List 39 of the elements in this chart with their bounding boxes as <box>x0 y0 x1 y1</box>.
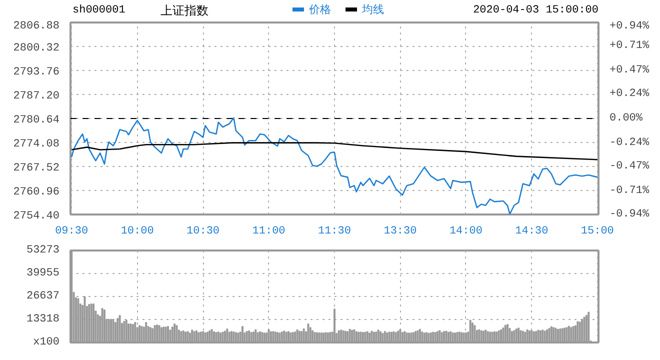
y2-tick-label: +0.47% <box>610 64 650 76</box>
y2-tick-label: -0.47% <box>610 160 650 172</box>
y-tick-label: 13318 <box>26 314 60 326</box>
legend-label: 价格 <box>309 2 331 16</box>
chart-subtitle: sh000001 <box>72 4 126 16</box>
y2-tick-label: 0.00% <box>610 112 643 124</box>
x-tick-label: 14:30 <box>515 226 548 238</box>
y-tick-label: 2754.40 <box>13 210 60 222</box>
x-tick-label: 14:00 <box>449 226 482 238</box>
x-tick-label: 11:00 <box>252 226 286 238</box>
y-tick-label: 39955 <box>26 268 60 280</box>
y-tick-label: 53273 <box>26 244 60 256</box>
y-tick-label: 2780.64 <box>13 114 60 126</box>
y-tick-label: 2760.96 <box>13 186 60 198</box>
x-tick-label: 11:30 <box>318 226 352 238</box>
x-tick-label: 09:30 <box>55 226 88 238</box>
line-series <box>70 142 598 160</box>
line-series <box>70 117 598 214</box>
x-tick-label: 13:30 <box>384 226 417 238</box>
y-tick-label: 2774.08 <box>13 138 60 150</box>
chart-title: 上证指数 <box>160 4 208 18</box>
x-tick-label: 10:30 <box>186 226 220 238</box>
y-tick-label: 26637 <box>26 290 60 302</box>
legend-label: 均线 <box>362 2 384 16</box>
y2-tick-label: -0.71% <box>610 185 650 198</box>
x-tick-label: 10:00 <box>120 226 154 238</box>
y-tick-label: 2787.20 <box>13 90 60 102</box>
y2-tick-label: +0.24% <box>610 88 650 100</box>
y-tick-label: 2800.32 <box>13 42 60 54</box>
y-tick-label: x100 <box>33 336 60 348</box>
y2-tick-label: -0.94% <box>610 208 650 220</box>
y2-tick-label: +0.71% <box>610 40 650 52</box>
y-tick-label: 2806.88 <box>13 20 60 32</box>
x-tick-label: 15:00 <box>580 226 614 238</box>
text: 2020-04-03 15:00:00 <box>473 4 598 16</box>
y-tick-label: 2767.52 <box>13 162 60 174</box>
y-tick-label: 2793.76 <box>13 66 60 78</box>
y2-tick-label: +0.94% <box>610 20 650 32</box>
y2-tick-label: -0.24% <box>610 137 650 150</box>
